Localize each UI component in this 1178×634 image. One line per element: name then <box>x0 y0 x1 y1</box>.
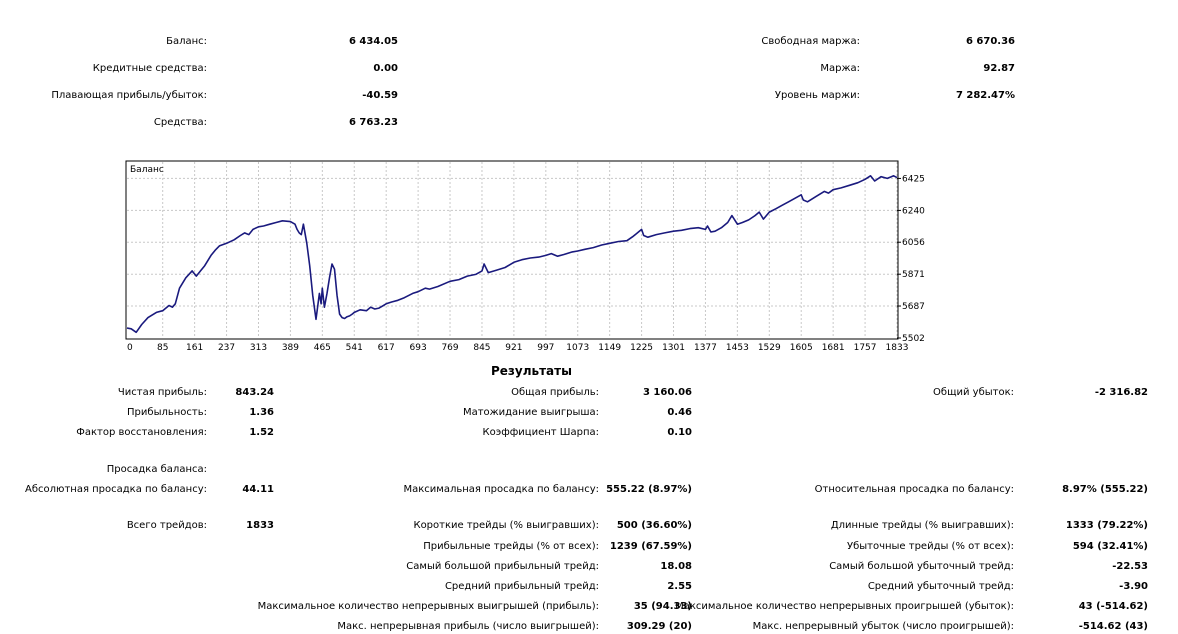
avg-loss-value: -3.90 <box>1119 581 1148 592</box>
x-tick-label: 845 <box>473 343 490 353</box>
avg-profit-label: Средний прибыльный трейд: <box>444 581 599 592</box>
short-trades-value: 500 (36.60%) <box>616 520 692 531</box>
margin-label: Маржа: <box>820 63 860 74</box>
credit-value: 0.00 <box>373 63 398 74</box>
credit-label: Кредитные средства: <box>92 63 207 74</box>
y-tick-label: 6425 <box>902 174 925 184</box>
x-tick-label: 1225 <box>630 343 653 353</box>
avg-loss-label: Средний убыточный трейд: <box>867 581 1014 592</box>
avg-profit-value: 2.55 <box>667 581 692 592</box>
x-tick-label: 389 <box>282 343 299 353</box>
floating-pl-value: -40.59 <box>362 90 398 101</box>
x-tick-label: 1529 <box>758 343 781 353</box>
max-consec-profit-value: 309.29 (20) <box>626 621 692 632</box>
plot-area <box>125 160 899 340</box>
equity-label: Средства: <box>153 117 207 128</box>
y-tick-label: 6240 <box>902 206 925 216</box>
margin-level-value: 7 282.47% <box>955 90 1015 101</box>
free-margin-value: 6 670.36 <box>965 36 1015 47</box>
balance-label: Баланс: <box>166 36 207 47</box>
floating-pl-label: Плавающая прибыль/убыток: <box>51 90 207 101</box>
x-tick-label: 1073 <box>566 343 589 353</box>
max-consec-wins-label: Максимальное количество непрерывных выиг… <box>257 601 599 612</box>
x-tick-label: 1149 <box>598 343 621 353</box>
x-tick-label: 1301 <box>662 343 685 353</box>
x-tick-label: 997 <box>537 343 554 353</box>
total-trades-label: Всего трейдов: <box>126 520 207 531</box>
profit-trades-value: 1239 (67.59%) <box>609 541 692 552</box>
x-tick-label: 1833 <box>886 343 909 353</box>
y-tick-label: 5871 <box>902 270 925 280</box>
margin-value: 92.87 <box>983 63 1015 74</box>
x-tick-label: 769 <box>441 343 458 353</box>
abs-drawdown-value: 44.11 <box>242 484 274 495</box>
margin-level-label: Уровень маржи: <box>774 90 860 101</box>
gross-loss-label: Общий убыток: <box>933 387 1014 398</box>
results-title: Результаты <box>491 364 572 378</box>
max-drawdown-value: 555.22 (8.97%) <box>606 484 692 495</box>
recovery-factor-value: 1.52 <box>249 427 274 438</box>
x-tick-label: 1681 <box>822 343 845 353</box>
gross-loss-value: -2 316.82 <box>1094 387 1148 398</box>
x-tick-label: 617 <box>378 343 395 353</box>
x-tick-label: 0 <box>127 343 133 353</box>
x-tick-label: 921 <box>505 343 522 353</box>
max-consec-losses-label: Максимальное количество непрерывных прои… <box>675 601 1014 612</box>
y-tick-label: 5687 <box>902 302 925 312</box>
x-tick-label: 693 <box>410 343 427 353</box>
x-tick-label: 465 <box>314 343 331 353</box>
total-trades-value: 1833 <box>246 520 274 531</box>
net-profit-label: Чистая прибыль: <box>117 387 207 398</box>
max-consec-losses-value: 43 (-514.62) <box>1078 601 1148 612</box>
expected-payoff-label: Матожидание выигрыша: <box>462 407 599 418</box>
rel-drawdown-label: Относительная просадка по балансу: <box>814 484 1014 495</box>
gross-profit-value: 3 160.06 <box>642 387 692 398</box>
profit-trades-label: Прибыльные трейды (% от всех): <box>423 541 599 552</box>
chart-title: Баланс <box>130 165 164 175</box>
long-trades-label: Длинные трейды (% выигравших): <box>830 520 1014 531</box>
rel-drawdown-value: 8.97% (555.22) <box>1062 484 1148 495</box>
max-consec-loss-label: Макс. непрерывный убыток (число проигрыш… <box>752 621 1014 632</box>
long-trades-value: 1333 (79.22%) <box>1065 520 1148 531</box>
y-tick-label: 6056 <box>902 238 925 248</box>
max-consec-wins-value: 35 (94.33) <box>633 601 692 612</box>
max-drawdown-label: Максимальная просадка по балансу: <box>403 484 599 495</box>
largest-loss-value: -22.53 <box>1112 561 1148 572</box>
profit-factor-value: 1.36 <box>249 407 274 418</box>
x-tick-label: 1377 <box>694 343 717 353</box>
x-tick-label: 1605 <box>790 343 813 353</box>
balance-value: 6 434.05 <box>348 36 398 47</box>
x-tick-label: 161 <box>186 343 203 353</box>
net-profit-value: 843.24 <box>235 387 274 398</box>
drawdown-header: Просадка баланса: <box>106 464 207 475</box>
largest-profit-value: 18.08 <box>660 561 692 572</box>
equity-value: 6 763.23 <box>348 117 398 128</box>
short-trades-label: Короткие трейды (% выигравших): <box>413 520 599 531</box>
max-consec-profit-label: Макс. непрерывная прибыль (число выигрыш… <box>337 621 599 632</box>
loss-trades-value: 594 (32.41%) <box>1072 541 1148 552</box>
max-consec-loss-value: -514.62 (43) <box>1078 621 1148 632</box>
balance-chart: Баланс 0 85 161 237 313 389 465 541 617 693 769 845… <box>125 160 925 353</box>
recovery-factor-label: Фактор восстановления: <box>76 427 207 438</box>
profit-factor-label: Прибыльность: <box>127 407 207 418</box>
sharpe-label: Коэффициент Шарпа: <box>482 427 599 438</box>
free-margin-label: Свободная маржа: <box>761 36 860 47</box>
y-tick-label: 5502 <box>902 334 925 344</box>
gross-profit-label: Общая прибыль: <box>511 387 599 398</box>
x-tick-label: 313 <box>250 343 267 353</box>
balance-line <box>126 174 898 334</box>
expected-payoff-value: 0.46 <box>667 407 692 418</box>
abs-drawdown-label: Абсолютная просадка по балансу: <box>25 484 207 495</box>
largest-loss-label: Самый большой убыточный трейд: <box>829 561 1014 572</box>
x-tick-label: 1453 <box>726 343 749 353</box>
loss-trades-label: Убыточные трейды (% от всех): <box>846 541 1014 552</box>
sharpe-value: 0.10 <box>667 427 692 438</box>
x-tick-label: 541 <box>346 343 363 353</box>
largest-profit-label: Самый большой прибыльный трейд: <box>406 561 599 572</box>
x-tick-label: 1757 <box>854 343 877 353</box>
x-tick-label: 85 <box>157 343 168 353</box>
x-tick-label: 237 <box>218 343 235 353</box>
